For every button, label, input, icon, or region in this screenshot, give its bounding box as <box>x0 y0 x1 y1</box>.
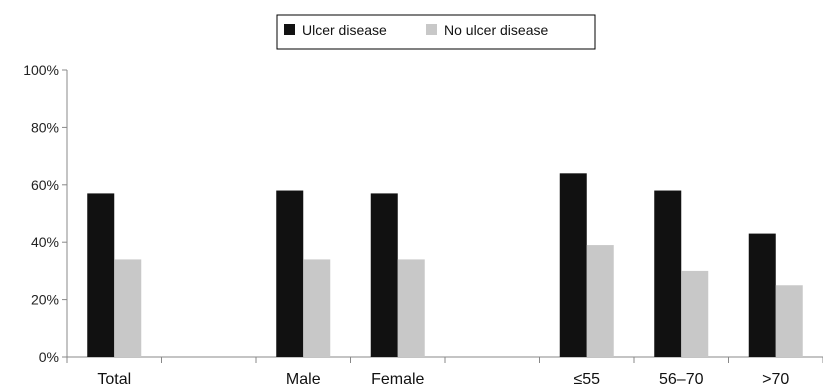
y-tick-label: 80% <box>31 119 59 135</box>
bars <box>87 173 803 357</box>
bar-ulcer <box>748 233 776 357</box>
bar-no-ulcer <box>303 259 331 357</box>
bar-ulcer <box>87 193 115 357</box>
bar-no-ulcer <box>586 245 614 357</box>
legend-swatch-ulcer <box>284 24 295 35</box>
bar-ulcer <box>559 173 587 357</box>
x-tick-label: >70 <box>762 371 789 388</box>
bar-no-ulcer <box>775 285 803 357</box>
x-tick-label: Total <box>97 371 131 388</box>
bar-ulcer <box>276 190 304 357</box>
x-tick-label: ≤55 <box>573 371 600 388</box>
category-labels: Total Male Female ≤55 56–70 >70 <box>97 371 789 388</box>
x-tick-label: Female <box>371 371 424 388</box>
bar-no-ulcer <box>681 270 709 357</box>
bar-ulcer <box>654 190 682 357</box>
bar-no-ulcer <box>114 259 142 357</box>
y-tick-label: 100% <box>23 62 59 78</box>
y-tick-label: 0% <box>39 349 59 365</box>
legend-swatch-no-ulcer <box>426 24 437 35</box>
legend-label-ulcer: Ulcer disease <box>302 22 387 38</box>
x-tick-label: Male <box>286 371 321 388</box>
x-tick-label: 56–70 <box>659 371 704 388</box>
y-tick-label: 40% <box>31 234 59 250</box>
y-tick-label: 20% <box>31 292 59 308</box>
axes: 0% 20% 40% 60% 80% 100% <box>23 62 823 365</box>
y-tick-label: 60% <box>31 177 59 193</box>
bar-no-ulcer <box>397 259 425 357</box>
legend-label-no-ulcer: No ulcer disease <box>444 22 548 38</box>
bar-ulcer <box>370 193 398 357</box>
legend: Ulcer disease No ulcer disease <box>276 14 596 50</box>
